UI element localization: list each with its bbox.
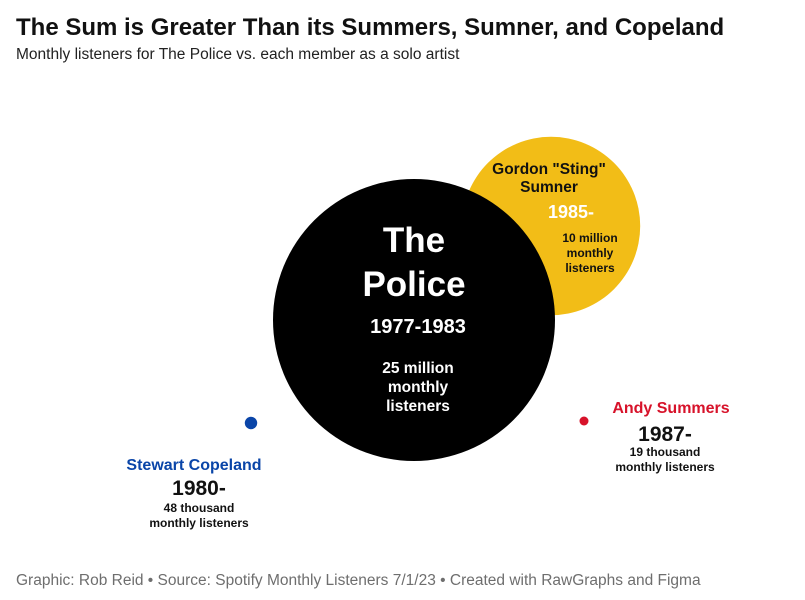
label-value-sting: listeners (565, 261, 615, 275)
label-name-sting: Gordon "Sting" (492, 161, 606, 178)
bubble-summers (579, 416, 589, 426)
label-value-police: listeners (386, 398, 450, 415)
label-value-sting: monthly (567, 246, 614, 260)
label-name-summers: Andy Summers (612, 400, 729, 417)
chart-subtitle: Monthly listeners for The Police vs. eac… (16, 46, 460, 63)
bubble-copeland (244, 416, 258, 430)
label-years-police: 1977-1983 (370, 316, 466, 338)
label-value-police: 25 million (382, 360, 454, 377)
label-name-sting: Sumner (520, 179, 578, 196)
label-name-police: Police (362, 265, 465, 304)
source-credit: Graphic: Rob Reid • Source: Spotify Mont… (16, 572, 701, 589)
label-value-summers: monthly listeners (615, 460, 715, 474)
bubble-police (273, 179, 555, 461)
label-value-sting: 10 million (562, 231, 617, 245)
label-years-sting: 1985- (548, 202, 594, 222)
chart-title: The Sum is Greater Than its Summers, Sum… (16, 14, 725, 41)
label-value-copeland: monthly listeners (149, 516, 249, 530)
label-years-copeland: 1980- (172, 477, 226, 500)
label-value-copeland: 48 thousand (164, 501, 235, 515)
label-name-copeland: Stewart Copeland (126, 457, 261, 474)
label-years-summers: 1987- (638, 423, 692, 446)
label-value-police: monthly (388, 379, 449, 396)
label-name-police: The (383, 221, 445, 260)
label-value-summers: 19 thousand (630, 445, 701, 459)
